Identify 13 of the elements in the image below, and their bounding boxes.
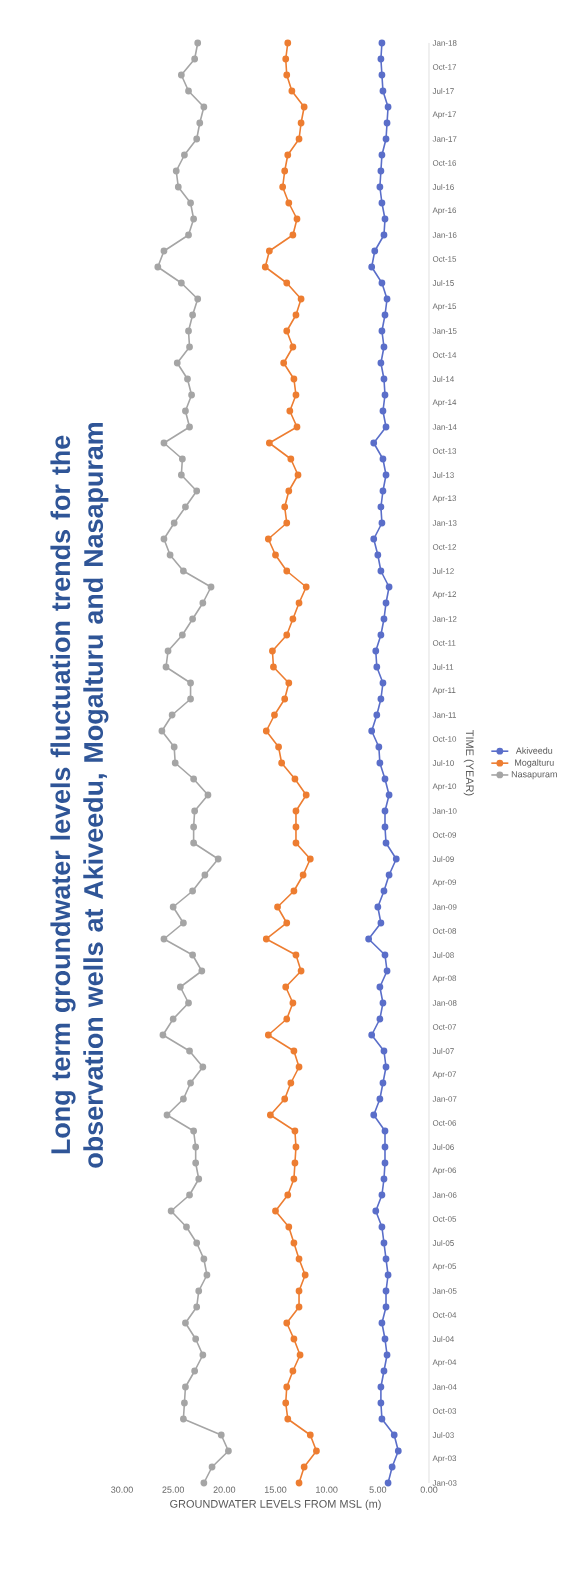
y-axis-title: TIME (YEAR) (463, 730, 474, 796)
x-tick-label: 15.00 (264, 1486, 287, 1493)
x-tick-label: 30.00 (111, 1486, 133, 1493)
legend-label: Nasapuram (511, 771, 557, 780)
x-tick-label: 25.00 (162, 1486, 185, 1493)
x-tick-label: 20.00 (213, 1486, 236, 1493)
x-tick-label: 5.00 (369, 1486, 387, 1493)
text: Long term groundwater levels fluctuation trends for the observation wells at Akiveedu, Mogalturu and Nasapuram (50, 423, 109, 1168)
x-tick-label: 10.00 (316, 1486, 338, 1493)
x-axis-title: GROUNDWATER LEVELS FROM MSL (m) (170, 1499, 381, 1510)
x-tick-label: 0.00 (420, 1486, 438, 1493)
legend-label: Akiveedu (515, 747, 553, 754)
legend-label: Mogalturu (515, 759, 554, 768)
